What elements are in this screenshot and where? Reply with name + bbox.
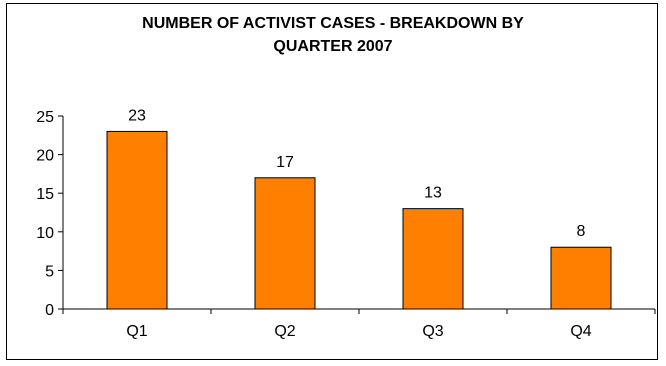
chart-title-line-1: NUMBER OF ACTIVIST CASES - BREAKDOWN BY bbox=[142, 15, 524, 32]
bar-q4 bbox=[550, 246, 612, 310]
x-tick-label: Q3 bbox=[422, 323, 443, 340]
y-tick-label: 20 bbox=[36, 148, 54, 165]
data-label: 8 bbox=[577, 223, 586, 240]
data-label: 13 bbox=[424, 185, 442, 202]
y-tick-label: 10 bbox=[36, 225, 54, 242]
data-label: 17 bbox=[276, 154, 294, 171]
y-tick-label: 15 bbox=[36, 186, 54, 203]
bars bbox=[106, 130, 612, 310]
x-tick-label: Q2 bbox=[274, 323, 295, 340]
x-tick-label: Q1 bbox=[126, 323, 147, 340]
bar-q2 bbox=[254, 177, 316, 310]
y-tick-label: 0 bbox=[45, 302, 54, 319]
bar-q3 bbox=[402, 208, 464, 310]
data-labels: Q1 23 Q2 17 Q3 13 Q4 8 bbox=[126, 107, 591, 340]
data-label: 23 bbox=[128, 107, 146, 124]
chart-title-line-2: QUARTER 2007 bbox=[273, 38, 393, 55]
y-tick-label: 5 bbox=[45, 263, 54, 280]
bar-q1 bbox=[106, 130, 168, 310]
chart-title: NUMBER OF ACTIVIST CASES - BREAKDOWN BY … bbox=[0, 12, 666, 58]
y-tick-label: 25 bbox=[36, 109, 54, 126]
x-tick-label: Q4 bbox=[570, 323, 591, 340]
